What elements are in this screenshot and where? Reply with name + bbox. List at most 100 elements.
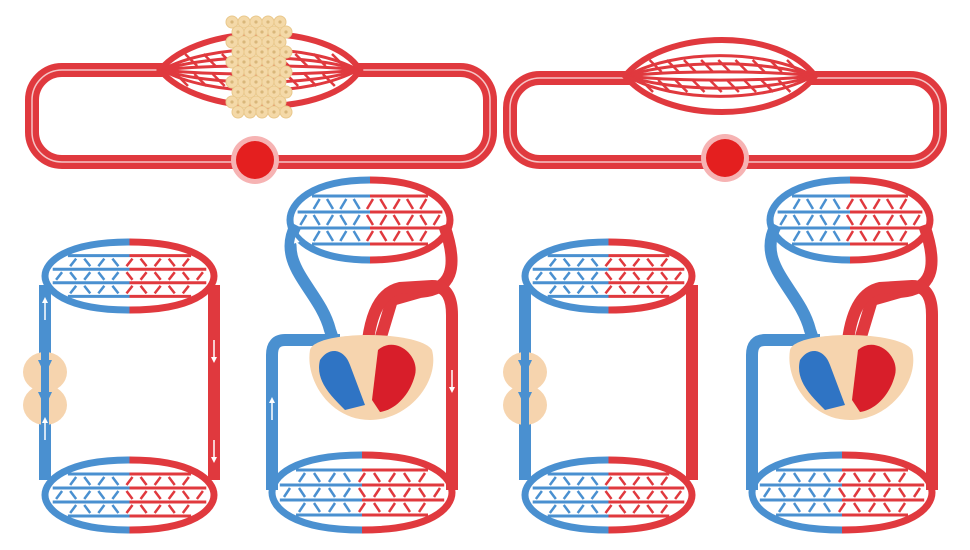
tissue-cell-nucleus — [266, 20, 270, 24]
capillary-segment — [392, 214, 401, 226]
capillary-segment — [303, 73, 318, 87]
panel-closed-circulation-double-plain — [746, 176, 938, 534]
capillary-segment — [83, 285, 92, 295]
capillary-segment — [153, 504, 162, 514]
vein-vessel — [266, 334, 340, 490]
ventricle-red — [372, 344, 416, 412]
capillary-segment — [312, 472, 322, 483]
capillary-segment — [153, 257, 162, 267]
capillary-segment — [632, 476, 641, 486]
vein-vessel — [764, 222, 826, 362]
capillary-segment — [562, 490, 571, 500]
capillary-segment — [372, 502, 382, 513]
capillary-segment — [548, 490, 557, 500]
tissue-cell-nucleus — [230, 20, 234, 24]
capillary-segment — [297, 502, 307, 513]
capillary-segment — [837, 502, 847, 513]
panel-closed-circulation-fish — [23, 238, 220, 534]
capillary-segment — [387, 487, 397, 498]
capillary-segment — [899, 198, 908, 210]
capillary-segment — [125, 490, 134, 500]
tissue-cell-nucleus — [266, 60, 270, 64]
capillary-segment — [392, 198, 401, 210]
capillary-segment — [419, 198, 428, 210]
capillary-segment — [365, 214, 375, 226]
capillary-segment — [805, 198, 815, 210]
capillary-segment — [700, 59, 715, 73]
capillary-segment — [181, 257, 190, 267]
capillary-segment — [660, 504, 669, 514]
capillary-segment — [576, 490, 585, 500]
capillary-segment — [660, 271, 669, 281]
capillary-segment — [111, 490, 120, 500]
capillary-segment — [867, 502, 877, 513]
capillary-segment — [822, 487, 832, 498]
capillary-segment — [859, 214, 868, 226]
capillary-segment — [139, 285, 148, 295]
tissue-cell-nucleus — [230, 40, 234, 44]
capillary-segment — [646, 490, 655, 500]
capillary-segment — [832, 198, 841, 210]
tissue-cell-nucleus — [260, 70, 264, 74]
tissue-cell-nucleus — [230, 100, 234, 104]
capillary-segment — [342, 502, 352, 513]
capillary-segment — [590, 476, 599, 486]
capillary-segment — [805, 230, 815, 242]
capillary-segment — [325, 214, 335, 226]
tissue-cell-nucleus — [278, 100, 282, 104]
capillary-segment — [548, 504, 557, 514]
capillary-segment — [357, 487, 367, 498]
capillary-segment — [534, 271, 543, 281]
capillary-segment — [590, 271, 599, 281]
gill-capillary-bed — [521, 238, 696, 314]
capillary-segment — [792, 502, 802, 513]
capillary-segment — [646, 476, 655, 486]
capillary-segment — [618, 285, 627, 295]
tissue-cell-nucleus — [260, 50, 264, 54]
tissue-cell-nucleus — [272, 70, 276, 74]
capillary-segment — [807, 472, 817, 483]
capillary-segment — [282, 487, 292, 498]
capillary-segment — [312, 502, 322, 513]
capillary-segment — [181, 285, 190, 295]
capillary-segment — [792, 214, 801, 226]
capillary-segment — [562, 504, 571, 514]
tissue-cell-nucleus — [254, 20, 258, 24]
body-capillary-bed — [748, 451, 936, 534]
capillary-segment — [845, 230, 855, 242]
capillary-segment — [660, 490, 669, 500]
capillary-segment — [55, 490, 64, 500]
capillary-segment — [365, 230, 375, 242]
capillary-segment — [743, 79, 757, 93]
capillary-segment — [392, 230, 401, 242]
body-capillary-bed — [521, 456, 696, 534]
capillary-segment — [691, 79, 706, 93]
capillary-segment — [111, 257, 120, 267]
artery-vessel — [842, 279, 938, 490]
capillary-segment — [665, 59, 680, 73]
capillary-segment — [646, 285, 655, 295]
capillary-segment — [402, 472, 412, 483]
capillary-segment — [352, 214, 361, 226]
capillary-segment — [195, 271, 204, 281]
capillary-segment — [125, 476, 134, 486]
capillary-segment — [674, 271, 683, 281]
capillary-segment — [153, 490, 162, 500]
tissue-cell-nucleus — [236, 110, 240, 114]
capillary-segment — [167, 257, 176, 267]
capillary-segment — [852, 502, 862, 513]
tissue-cell-nucleus — [266, 100, 270, 104]
tissue-cell-nucleus — [272, 50, 276, 54]
capillary-segment — [882, 472, 892, 483]
capillary-segment — [576, 271, 585, 281]
capillary-segment — [872, 198, 881, 210]
capillary-segment — [822, 502, 832, 513]
tissue-cell-nucleus — [260, 110, 264, 114]
capillary-segment — [819, 214, 828, 226]
capillary-segment — [139, 257, 148, 267]
capillary-segment — [872, 214, 881, 226]
capillary-segment — [83, 504, 92, 514]
tissue-cell-nucleus — [248, 30, 252, 34]
capillary-segment — [97, 271, 106, 281]
